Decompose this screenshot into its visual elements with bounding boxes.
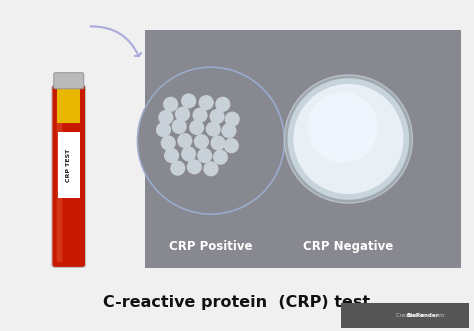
Ellipse shape bbox=[181, 146, 196, 162]
Text: CRP TEST: CRP TEST bbox=[66, 148, 71, 182]
Ellipse shape bbox=[199, 95, 214, 110]
Ellipse shape bbox=[225, 112, 240, 127]
Ellipse shape bbox=[189, 120, 204, 135]
FancyBboxPatch shape bbox=[54, 73, 83, 89]
Text: C-reactive protein  (CRP) test: C-reactive protein (CRP) test bbox=[103, 295, 371, 310]
Ellipse shape bbox=[215, 97, 230, 112]
Text: CRP Negative: CRP Negative bbox=[303, 240, 393, 253]
Ellipse shape bbox=[177, 133, 192, 148]
FancyBboxPatch shape bbox=[57, 92, 63, 262]
Ellipse shape bbox=[197, 148, 212, 163]
Ellipse shape bbox=[221, 123, 237, 138]
Ellipse shape bbox=[203, 161, 219, 176]
Ellipse shape bbox=[164, 148, 179, 163]
Ellipse shape bbox=[224, 138, 239, 153]
Ellipse shape bbox=[181, 93, 196, 109]
FancyBboxPatch shape bbox=[58, 132, 80, 198]
Ellipse shape bbox=[156, 122, 171, 137]
FancyBboxPatch shape bbox=[145, 30, 461, 268]
FancyBboxPatch shape bbox=[52, 85, 85, 267]
Ellipse shape bbox=[288, 78, 409, 200]
Ellipse shape bbox=[194, 134, 209, 149]
Text: Created in: Created in bbox=[396, 312, 426, 318]
Ellipse shape bbox=[206, 121, 221, 137]
Ellipse shape bbox=[172, 119, 187, 134]
Ellipse shape bbox=[158, 110, 173, 125]
Ellipse shape bbox=[170, 161, 185, 176]
Ellipse shape bbox=[210, 109, 225, 124]
Ellipse shape bbox=[210, 135, 226, 151]
Ellipse shape bbox=[161, 135, 176, 151]
Ellipse shape bbox=[175, 107, 190, 122]
Ellipse shape bbox=[163, 97, 178, 112]
FancyBboxPatch shape bbox=[57, 87, 80, 123]
Ellipse shape bbox=[284, 75, 412, 203]
Ellipse shape bbox=[187, 159, 202, 174]
Ellipse shape bbox=[137, 67, 284, 214]
Text: BioRender: BioRender bbox=[407, 312, 439, 318]
Ellipse shape bbox=[308, 92, 378, 163]
Ellipse shape bbox=[213, 150, 228, 165]
FancyBboxPatch shape bbox=[341, 303, 469, 328]
Text: .com: .com bbox=[431, 312, 445, 318]
Text: CRP Positive: CRP Positive bbox=[169, 240, 253, 253]
Ellipse shape bbox=[293, 84, 403, 194]
Ellipse shape bbox=[192, 108, 208, 123]
